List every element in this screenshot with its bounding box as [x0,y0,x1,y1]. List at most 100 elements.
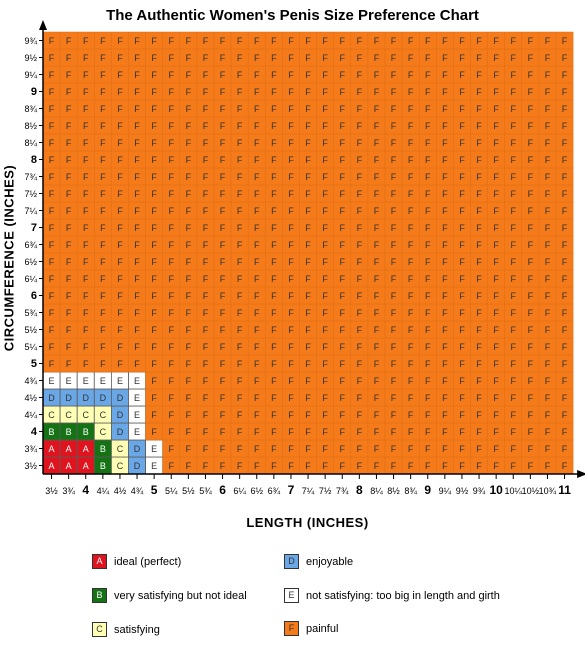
heatmap-cell: F [145,269,163,288]
heatmap-cell: F [453,252,471,271]
heatmap-cell: F [145,116,163,135]
cell-label: F [545,172,551,182]
cell-label: F [442,121,448,131]
cell-label: F [322,393,328,403]
cell-label: F [186,206,192,216]
heatmap-cell: F [265,116,283,135]
heatmap-cell: F [538,133,557,152]
heatmap-cell: F [265,82,283,101]
cell-label: F [237,291,243,301]
cell-label: F [305,70,311,80]
cell-label: F [476,359,482,369]
cell-label: F [408,308,414,318]
cell-label: F [545,70,551,80]
cell-label: F [493,155,499,165]
heatmap-cell: F [401,99,420,118]
heatmap-cell: F [401,456,420,475]
heatmap-cell: F [555,48,574,67]
heatmap-cell: F [418,337,437,356]
heatmap-cell: F [230,99,249,118]
heatmap-cell: F [350,133,369,152]
cell-label: F [66,342,72,352]
cell-label: F [408,342,414,352]
cell-label: F [374,121,380,131]
cell-label: F [322,342,328,352]
heatmap-cell: F [418,82,437,101]
heatmap-cell: F [230,269,249,288]
heatmap-cell: F [470,337,488,356]
heatmap-cell: F [94,65,112,84]
heatmap-cell: F [418,371,437,390]
heatmap-cell: B [76,422,95,441]
cell-label: F [408,36,414,46]
heatmap-cell: F [384,337,403,356]
heatmap-cell: F [384,184,403,203]
heatmap-cell: F [162,303,181,322]
cell-label: F [186,359,192,369]
cell-label: F [408,461,414,471]
heatmap-cell: F [384,65,403,84]
cell-label: F [83,53,89,63]
heatmap-cell: F [265,320,283,339]
cell-label: F [442,444,448,454]
cell-label: F [528,172,534,182]
cell-label: F [203,189,209,199]
cell-label: F [134,274,140,284]
cell-label: F [493,410,499,420]
cell-label: F [562,53,568,63]
heatmap-cell: F [213,31,232,50]
heatmap-cell: F [230,31,249,50]
heatmap-cell: F [350,405,369,424]
cell-label: F [493,104,499,114]
cell-label: F [511,444,517,454]
cell-label: F [442,308,448,318]
cell-label: F [528,444,534,454]
heatmap-cell: F [487,337,505,356]
heatmap-cell: C [93,405,112,424]
cell-label: F [493,87,499,97]
cell-label: F [442,138,448,148]
heatmap-cell: F [487,371,505,390]
cell-label: F [117,291,123,301]
cell-label: F [151,342,157,352]
heatmap-cell: C [76,405,95,424]
cell-label: F [186,410,192,420]
heatmap-cell: F [453,218,471,237]
cell-label: F [305,257,311,267]
cell-label: F [254,138,260,148]
cell-label: F [254,461,260,471]
heatmap-cell: F [94,269,112,288]
cell-label: F [305,189,311,199]
cell-label: F [271,121,277,131]
cell-label: F [100,274,106,284]
heatmap-cell: F [384,371,403,390]
cell-label: F [117,138,123,148]
heatmap-cell: F [487,456,505,475]
heatmap-cell: F [538,150,557,169]
heatmap-cell: F [555,201,574,220]
cell-label: F [220,410,226,420]
heatmap-cell: F [213,388,232,407]
heatmap-cell: F [111,337,129,356]
heatmap-cell: F [401,150,420,169]
cell-label: F [528,342,534,352]
heatmap-cell: F [521,48,540,67]
cell-label: F [374,257,380,267]
heatmap-cell: F [282,337,300,356]
heatmap-cell: F [436,303,454,322]
cell-label: F [357,87,363,97]
cell-label: F [562,104,568,114]
cell-label: F [83,189,89,199]
cell-label: F [562,444,568,454]
heatmap-cell: F [299,337,317,356]
heatmap-cell: F [384,218,403,237]
cell-label: F [408,172,414,182]
heatmap-cell: F [162,439,181,458]
heatmap-cell: F [230,133,249,152]
heatmap-cell: F [401,269,420,288]
heatmap-cell: F [418,48,437,67]
cell-label: F [408,240,414,250]
heatmap-cell: F [418,252,437,271]
cell-label: F [340,274,346,284]
